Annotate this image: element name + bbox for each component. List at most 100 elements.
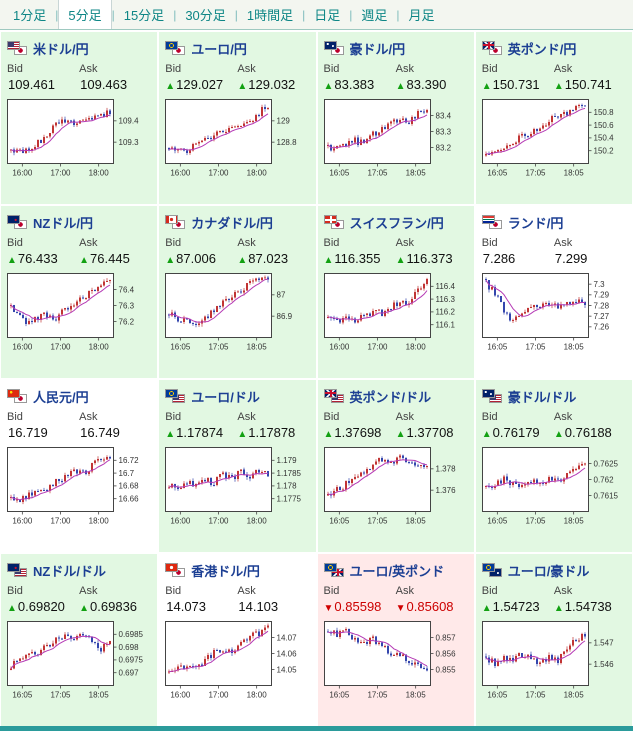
pair-header[interactable]: 香港ドル/円 xyxy=(165,559,309,581)
pair-name[interactable]: ユーロ/英ポンド xyxy=(349,563,445,579)
flag-gb-icon xyxy=(330,567,344,577)
bid-price: 7.286 xyxy=(482,251,516,266)
bid-ask-labels: Bid Ask xyxy=(482,585,626,597)
ask-label: Ask xyxy=(79,63,98,75)
ask-price: 7.299 xyxy=(554,251,588,266)
pair-cell-cnyjpy[interactable]: 人民元/円 Bid Ask 16.719 16.749 16.72 16.7 16.… xyxy=(1,380,158,552)
pair-cell-audjpy[interactable]: 豪ドル/円 Bid Ask ▲83.383 ▲83.390 83.4 83.3 83… xyxy=(317,32,474,204)
pair-cell-chfjpy[interactable]: スイスフラン/円 Bid Ask ▲116.355 ▲116.373 116.4… xyxy=(317,206,474,378)
pair-header[interactable]: 豪ドル/円 xyxy=(323,37,468,59)
ask-price: 129.032 xyxy=(248,77,296,92)
pair-name[interactable]: スイスフラン/円 xyxy=(349,215,444,231)
pair-header[interactable]: 英ポンド/円 xyxy=(481,37,626,59)
bid-label: Bid xyxy=(165,237,182,249)
ask-value: ▲1.37708 xyxy=(396,425,468,440)
svg-text:18:00: 18:00 xyxy=(89,517,110,526)
svg-text:18:05: 18:05 xyxy=(405,517,426,526)
pair-cell-zarjpy[interactable]: ランド/円 Bid Ask 7.286 7.299 7.3 7.29 7.28 7.2… xyxy=(475,206,632,378)
pair-name[interactable]: NZドル/円 xyxy=(33,215,93,231)
pair-cell-euraud[interactable]: ユーロ/豪ドル Bid Ask ▲1.54723 ▲1.54738 1.547 1… xyxy=(475,554,632,726)
svg-text:0.7615: 0.7615 xyxy=(593,491,618,500)
pair-name[interactable]: 米ドル/円 xyxy=(33,41,89,57)
svg-text:17:05: 17:05 xyxy=(50,691,71,700)
flag-pair-icon xyxy=(323,214,345,230)
pair-name[interactable]: ランド/円 xyxy=(507,215,564,231)
pair-header[interactable]: 英ポンド/ドル xyxy=(323,385,468,407)
svg-text:18:05: 18:05 xyxy=(563,691,584,700)
pair-name[interactable]: 人民元/円 xyxy=(33,389,89,405)
svg-text:16:05: 16:05 xyxy=(487,169,508,178)
tab-weekly[interactable]: 週足 xyxy=(361,8,388,23)
pair-header[interactable]: NZドル/ドル xyxy=(7,559,151,581)
up-triangle-icon: ▲ xyxy=(323,255,334,266)
pair-cell-nzdjpy[interactable]: NZドル/円 Bid Ask ▲76.433 ▲76.445 76.4 76.3 7… xyxy=(1,206,158,378)
pair-header[interactable]: カナダドル/円 xyxy=(165,211,309,233)
bid-value: ▼0.85598 xyxy=(324,599,396,614)
pair-header[interactable]: スイスフラン/円 xyxy=(323,211,468,233)
pair-header[interactable]: 人民元/円 xyxy=(7,385,151,407)
bid-ask-values: ▲1.37698 ▲1.37708 xyxy=(324,425,468,440)
svg-text:116.4: 116.4 xyxy=(435,282,455,291)
pair-name[interactable]: カナダドル/円 xyxy=(191,215,273,231)
pair-cell-eurjpy[interactable]: ユーロ/円 Bid Ask ▲129.027 ▲129.032 129 128.8… xyxy=(159,32,316,204)
ask-label: Ask xyxy=(553,411,573,423)
tab-15min[interactable]: 15分足 xyxy=(123,8,165,23)
pair-name[interactable]: NZドル/ドル xyxy=(33,563,106,579)
pair-name[interactable]: 豪ドル/ドル xyxy=(507,389,577,405)
pair-cell-gbpjpy[interactable]: 英ポンド/円 Bid Ask ▲150.731 ▲150.741 150.8 15… xyxy=(475,32,632,204)
pair-header[interactable]: ユーロ/豪ドル xyxy=(481,559,626,581)
bid-label: Bid xyxy=(165,585,182,597)
pair-cell-gbpusd[interactable]: 英ポンド/ドル Bid Ask ▲1.37698 ▲1.37708 1.378 1… xyxy=(317,380,474,552)
bid-ask-values: ▲83.383 ▲83.390 xyxy=(324,77,468,92)
pair-header[interactable]: ユーロ/円 xyxy=(165,37,309,59)
flag-us-icon xyxy=(14,567,27,577)
tab-daily[interactable]: 日足 xyxy=(314,8,341,23)
pair-name[interactable]: 香港ドル/円 xyxy=(191,563,260,579)
bid-ask-labels: Bid Ask xyxy=(165,63,309,75)
pair-name[interactable]: ユーロ/ドル xyxy=(191,389,260,405)
bid-value: ▲1.17874 xyxy=(165,425,237,440)
up-triangle-icon: ▲ xyxy=(481,81,492,92)
pair-header[interactable]: 豪ドル/ドル xyxy=(481,385,626,407)
pair-header[interactable]: ユーロ/英ポンド xyxy=(323,559,468,581)
pair-header[interactable]: ランド/円 xyxy=(481,211,626,233)
bid-price: 116.355 xyxy=(334,251,381,266)
svg-text:18:00: 18:00 xyxy=(247,169,268,178)
down-triangle-icon: ▼ xyxy=(323,603,334,614)
up-triangle-icon: ▲ xyxy=(237,81,248,92)
pair-header[interactable]: NZドル/円 xyxy=(7,211,151,233)
pair-header[interactable]: ユーロ/ドル xyxy=(165,385,309,407)
bid-value: ▲1.37698 xyxy=(324,425,396,440)
tab-separator: | xyxy=(349,7,353,22)
tab-1hour[interactable]: 1時間足 xyxy=(246,8,294,23)
bid-ask-labels: Bid Ask xyxy=(482,237,626,249)
pair-cell-hkdjpy[interactable]: 香港ドル/円 Bid Ask 14.073 14.103 14.07 14.06 1… xyxy=(159,554,316,726)
bid-ask-values: ▼0.85598 ▼0.85608 xyxy=(324,599,468,614)
tab-separator: | xyxy=(234,7,238,22)
svg-text:18:05: 18:05 xyxy=(563,343,584,352)
pair-name[interactable]: 豪ドル/円 xyxy=(349,41,406,57)
pair-cell-eurgbp[interactable]: ユーロ/英ポンド Bid Ask ▼0.85598 ▼0.85608 0.857… xyxy=(317,554,474,726)
tab-1min[interactable]: 1分足 xyxy=(13,8,47,23)
pair-cell-cadjpy[interactable]: カナダドル/円 Bid Ask ▲87.006 ▲87.023 87 86.9 16… xyxy=(159,206,316,378)
pair-name[interactable]: 英ポンド/円 xyxy=(507,41,577,57)
pair-cell-nzdusd[interactable]: NZドル/ドル Bid Ask ▲0.69820 ▲0.69836 0.6985… xyxy=(1,554,158,726)
bid-ask-values: ▲0.76179 ▲0.76188 xyxy=(482,425,626,440)
tab-30min[interactable]: 30分足 xyxy=(185,8,226,23)
candlestick-chart: 109.4 109.3 16:00 17:00 18:00 xyxy=(7,99,139,178)
svg-text:17:05: 17:05 xyxy=(525,691,546,700)
ask-label: Ask xyxy=(79,585,98,597)
tab-monthly[interactable]: 月足 xyxy=(408,8,435,23)
bid-label: Bid xyxy=(165,63,182,75)
bid-value: ▲1.54723 xyxy=(482,599,554,614)
pair-name[interactable]: ユーロ/豪ドル xyxy=(507,563,590,579)
ask-value: ▲0.69836 xyxy=(79,599,151,614)
pair-cell-audusd[interactable]: 豪ドル/ドル Bid Ask ▲0.76179 ▲0.76188 0.7625 0… xyxy=(475,380,632,552)
pair-name[interactable]: 英ポンド/ドル xyxy=(349,389,432,405)
pair-name[interactable]: ユーロ/円 xyxy=(191,41,247,57)
pair-cell-eurusd[interactable]: ユーロ/ドル Bid Ask ▲1.17874 ▲1.17878 1.179 1.… xyxy=(159,380,316,552)
svg-text:76.2: 76.2 xyxy=(119,317,135,326)
pair-header[interactable]: 米ドル/円 xyxy=(7,37,151,59)
tab-5min[interactable]: 5分足 xyxy=(58,0,112,29)
pair-cell-usdjpy[interactable]: 米ドル/円 Bid Ask 109.461 109.463 109.4 109.3… xyxy=(1,32,158,204)
